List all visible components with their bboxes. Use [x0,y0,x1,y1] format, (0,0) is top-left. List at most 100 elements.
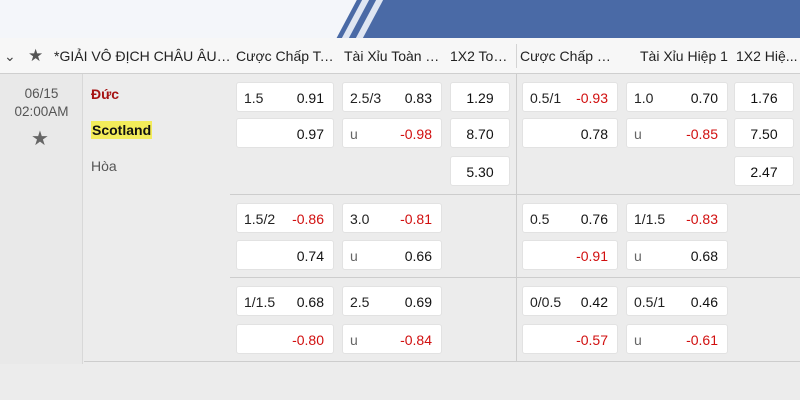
odds-value: -0.83 [686,211,718,227]
col-overunder-fulltime: Tài Xỉu Toàn Trận [344,48,444,64]
under-label: u [350,332,358,348]
odds-cell-handicap-ft-away[interactable]: -0.80 [236,324,334,354]
handicap-line: 0.5 [530,211,550,227]
odds-value: 0.76 [580,211,608,227]
odds-cell-handicap-ft-home[interactable]: 1.5 0.91 [236,82,334,112]
odds-cell-ou-ft-under[interactable]: u -0.84 [342,324,442,354]
odds-cell-handicap-h1-away[interactable]: -0.57 [522,324,618,354]
ou-line: 3.0 [350,211,370,227]
odds-value: -0.61 [686,332,718,348]
row-divider [84,361,800,362]
odds-value: -0.85 [686,126,718,142]
odds-cell-ou-ft-over[interactable]: 3.0 -0.81 [342,203,442,233]
odds-value: -0.91 [576,248,608,264]
odds-cell-handicap-h1-home[interactable]: 0.5/1 -0.93 [522,82,618,112]
odds-value: -0.57 [576,332,608,348]
odds-value: 0.69 [404,294,432,310]
handicap-line: 1.5 [244,90,264,106]
odds-cell-handicap-ft-away[interactable]: 0.97 [236,118,334,148]
odds-value: 0.42 [580,294,608,310]
odds-value: -0.93 [576,90,608,106]
odds-cell-1x2-ft-away[interactable]: 8.70 [450,118,510,148]
handicap-line: 1/1.5 [244,294,276,310]
handicap-line: 1.5/2 [244,211,276,227]
odds-cell-ou-h1-over[interactable]: 1/1.5 -0.83 [626,203,728,233]
odds-cell-ou-h1-under[interactable]: u -0.61 [626,324,728,354]
odds-value: -0.80 [292,332,324,348]
match-date: 06/15 [24,86,59,101]
odds-cell-ou-ft-under[interactable]: u 0.66 [342,240,442,270]
league-title[interactable]: *GIẢI VÔ ĐỊCH CHÂU ÂU 2024 [54,48,232,64]
odds-cell-handicap-ft-home[interactable]: 1.5/2 -0.86 [236,203,334,233]
odds-value: 7.50 [750,126,778,142]
odds-value: -0.98 [400,126,432,142]
away-team-name: Scotland [91,121,153,139]
odds-value: 8.70 [466,126,494,142]
odds-cell-ou-h1-over[interactable]: 1.0 0.70 [626,82,728,112]
odds-value: 5.30 [466,164,494,180]
odds-cell-ou-h1-under[interactable]: u -0.85 [626,118,728,148]
odds-value: 1.76 [750,90,778,106]
odds-cell-ou-h1-under[interactable]: u 0.68 [626,240,728,270]
odds-value: -0.84 [400,332,432,348]
top-banner [0,0,800,38]
odds-cell-handicap-h1-away[interactable]: -0.91 [522,240,618,270]
away-team-label: Scotland [91,121,153,139]
odds-value: 0.66 [404,248,432,264]
odds-value: 0.91 [296,90,324,106]
odds-value: 0.97 [296,126,324,142]
odds-cell-handicap-h1-away[interactable]: 0.78 [522,118,618,148]
odds-value: 0.78 [580,126,608,142]
under-label: u [350,248,358,264]
under-label: u [634,332,642,348]
banner-panel [0,0,361,38]
odds-cell-ou-ft-over[interactable]: 2.5 0.69 [342,286,442,316]
under-label: u [634,248,642,264]
ou-line: 2.5 [350,294,370,310]
odds-cell-1x2-h1-draw[interactable]: 2.47 [734,156,794,186]
handicap-line: 0.5/1 [530,90,562,106]
under-label: u [350,126,358,142]
match-time: 02:00AM [14,104,69,119]
odds-value: 0.70 [690,90,718,106]
match-favorite-star-icon[interactable]: ★ [31,128,49,150]
odds-cell-handicap-h1-home[interactable]: 0/0.5 0.42 [522,286,618,316]
odds-cell-ou-ft-over[interactable]: 2.5/3 0.83 [342,82,442,112]
handicap-line: 0/0.5 [530,294,562,310]
odds-value: 0.74 [296,248,324,264]
col-1x2-fulltime: 1X2 Toà... [450,48,512,64]
ou-line: 2.5/3 [350,90,382,106]
odds-cell-handicap-ft-home[interactable]: 1/1.5 0.68 [236,286,334,316]
col-1x2-half1: 1X2 Hiệ... [736,48,798,64]
favorite-star-icon[interactable]: ★ [28,46,44,65]
odds-cell-1x2-h1-home[interactable]: 1.76 [734,82,794,112]
odds-value: 1.29 [466,90,494,106]
match-time-column: 06/15 02:00AM [0,74,83,364]
col-handicap-half1: Cược Chấp Hiệ... [520,48,620,64]
odds-cell-1x2-ft-home[interactable]: 1.29 [450,82,510,112]
odds-value: 2.47 [750,164,778,180]
odds-value: -0.86 [292,211,324,227]
odds-cell-1x2-h1-away[interactable]: 7.50 [734,118,794,148]
column-divider [516,44,517,68]
row-divider [230,277,800,278]
odds-cell-handicap-ft-away[interactable]: 0.74 [236,240,334,270]
row-divider [230,194,800,195]
odds-value: -0.81 [400,211,432,227]
odds-cell-1x2-ft-draw[interactable]: 5.30 [450,156,510,186]
col-overunder-half1: Tài Xỉu Hiệp 1 [640,48,728,64]
under-label: u [634,126,642,142]
ou-line: 0.5/1 [634,294,666,310]
odds-cell-ou-ft-under[interactable]: u -0.98 [342,118,442,148]
ou-line: 1.0 [634,90,654,106]
ou-line: 1/1.5 [634,211,666,227]
col-handicap-fulltime: Cược Chấp Toà... [236,48,334,64]
odds-value: 0.83 [404,90,432,106]
odds-cell-ou-h1-over[interactable]: 0.5/1 0.46 [626,286,728,316]
chevron-down-icon[interactable]: ⌄ [4,48,16,64]
odds-value: 0.46 [690,294,718,310]
odds-cell-handicap-h1-home[interactable]: 0.5 0.76 [522,203,618,233]
draw-label: Hòa [91,158,117,174]
column-divider [516,74,517,362]
odds-value: 0.68 [296,294,324,310]
